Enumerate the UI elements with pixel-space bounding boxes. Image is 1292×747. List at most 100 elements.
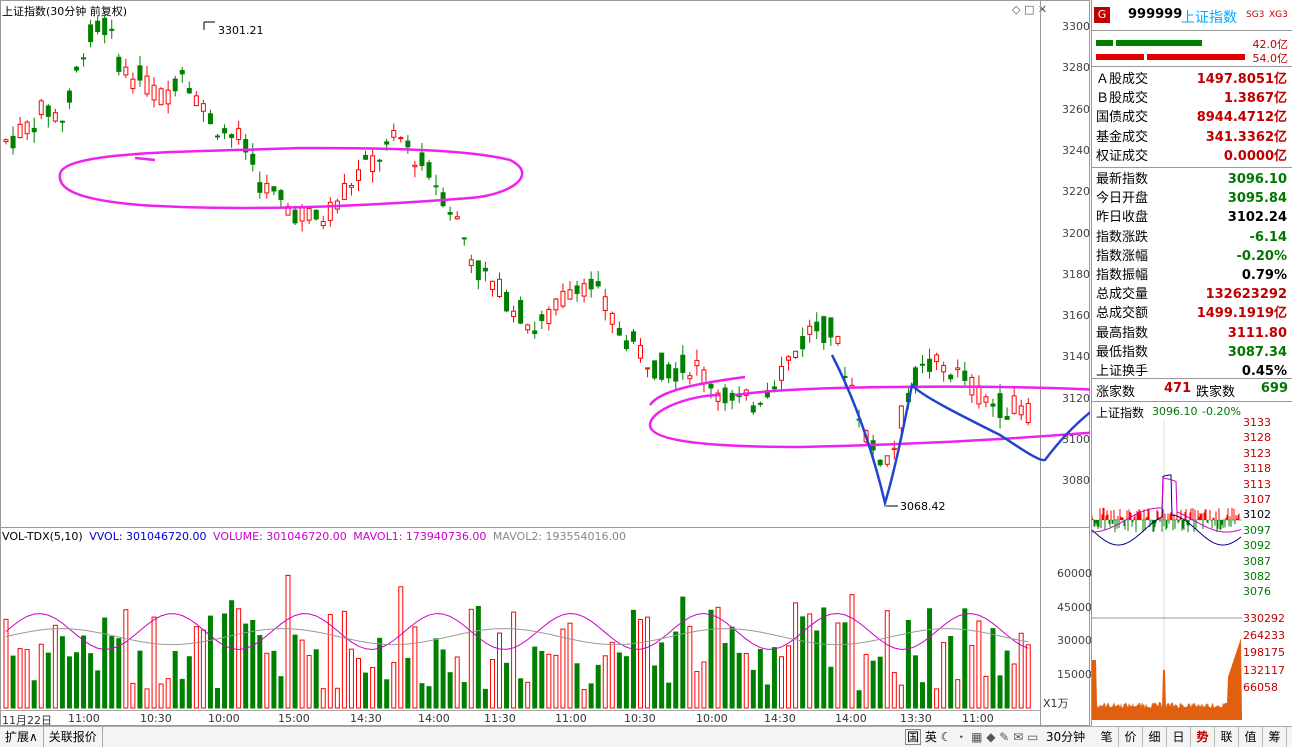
period-button[interactable]: 30分钟: [1040, 726, 1091, 747]
price-tick: 3200: [1062, 226, 1090, 240]
candle: [257, 182, 263, 193]
candle: [623, 340, 629, 350]
high-marker-label: 3301.21: [218, 24, 264, 37]
volume-bar: [102, 617, 108, 709]
sg3-label: SG3: [1246, 10, 1265, 20]
candle: [934, 354, 940, 363]
price-tick: 3180: [1062, 267, 1090, 281]
candle: [539, 314, 545, 322]
volume-bar: [532, 646, 538, 709]
candle: [941, 365, 947, 373]
time-tick: 11:00: [555, 712, 587, 725]
right-tab[interactable]: 势: [1191, 727, 1215, 747]
volume-bar: [504, 662, 510, 709]
volume-bar: [652, 665, 658, 709]
volume-bar: [348, 648, 354, 709]
quote-row-label: 昨日收盘: [1096, 210, 1149, 226]
tray-icons[interactable]: ・ ▦ ◆ ✎ ✉ ▭: [955, 730, 1039, 744]
volume-bar: [81, 635, 87, 709]
candle: [123, 66, 129, 76]
volume-value: VOLUME: 301046720.00: [213, 530, 347, 543]
candle: [567, 289, 573, 300]
right-tab[interactable]: 联: [1215, 727, 1239, 747]
candle: [179, 70, 185, 75]
mini-price-tick: 3123: [1243, 446, 1271, 460]
mini-price-tick: 3107: [1243, 493, 1271, 506]
related-quote-tab[interactable]: 关联报价: [44, 727, 103, 747]
volume-bar: [969, 644, 975, 709]
right-tab[interactable]: 日: [1167, 727, 1191, 747]
right-tab[interactable]: 筹: [1263, 727, 1287, 747]
ime-icon[interactable]: 国: [905, 729, 922, 745]
candle: [630, 331, 636, 342]
candle: [757, 402, 763, 405]
quote-row-label: 最高指数: [1096, 325, 1149, 341]
volume-bar: [680, 596, 686, 709]
candle: [750, 405, 756, 413]
volume-bar: [116, 638, 122, 709]
candle: [722, 387, 728, 404]
candle: [229, 134, 235, 138]
volume-bar: [137, 650, 143, 709]
lang-icon[interactable]: 英: [924, 730, 937, 744]
right-tab[interactable]: 细: [1143, 727, 1167, 747]
volume-bar: [74, 652, 79, 709]
candle: [652, 360, 658, 379]
volume-bar: [356, 658, 361, 709]
candlestick-chart[interactable]: [0, 0, 1090, 747]
volume-bar: [489, 658, 495, 709]
intraday-mini-chart[interactable]: [1092, 420, 1242, 720]
price-tick: 3220: [1062, 185, 1090, 199]
volume-bar: [616, 652, 622, 709]
quote-row: 指数振幅 0.79%: [1094, 266, 1291, 285]
candle: [891, 447, 897, 451]
candle: [271, 186, 277, 192]
price-tick: 3240: [1062, 143, 1090, 157]
expand-button[interactable]: 扩展∧: [0, 727, 44, 747]
candle: [186, 88, 192, 94]
volume-bar: [962, 608, 968, 709]
quote-row-value: 0.0000亿: [1223, 148, 1287, 164]
status-icons[interactable]: 国 英 ☾ ・ ▦ ◆ ✎ ✉ ▭: [905, 727, 1038, 747]
sell-bar: [1096, 54, 1144, 60]
volume-bar: [271, 650, 277, 709]
volume-bar: [849, 594, 855, 709]
volume-bar: [66, 656, 72, 709]
volume-bar: [440, 649, 446, 709]
candle: [102, 17, 108, 36]
volume-bar: [595, 664, 601, 709]
right-tab[interactable]: 笔: [1095, 727, 1119, 747]
candle: [222, 128, 228, 134]
candle: [504, 291, 510, 312]
volume-bar: [905, 619, 911, 709]
mini-volume-tick: 330292: [1243, 612, 1285, 625]
window-controls[interactable]: ◇ □ ✕: [1012, 3, 1048, 16]
volume-bar: [3, 618, 9, 709]
time-tick: 10:00: [208, 712, 240, 725]
candle: [976, 385, 982, 405]
quote-row: 总成交额 1499.1919亿: [1094, 304, 1291, 323]
up-count: 471: [1164, 381, 1192, 396]
candle: [95, 20, 101, 33]
quote-panel: G 999999 上证指数 SG3 XG3 42.0亿 54.0亿 Ａ股成交 14…: [1091, 0, 1292, 747]
volume-bar: [207, 615, 213, 709]
volume-bar: [828, 666, 834, 709]
volume-bar: [941, 642, 947, 709]
candle: [45, 105, 51, 117]
candle: [588, 278, 594, 290]
time-tick: 10:30: [624, 712, 656, 725]
volume-bar: [630, 609, 636, 709]
volume-bar: [59, 636, 65, 709]
right-tab[interactable]: 值: [1239, 727, 1263, 747]
quote-row-label: 权证成交: [1096, 148, 1149, 164]
sell-bar-value: 54.0亿: [1252, 52, 1289, 65]
volume-bar: [334, 687, 340, 709]
time-tick: 14:30: [764, 712, 796, 725]
moon-icon[interactable]: ☾: [940, 730, 952, 744]
volume-bar: [88, 653, 94, 709]
right-tab[interactable]: 价: [1119, 727, 1143, 747]
quote-row-value: 132623292: [1205, 287, 1287, 303]
volume-bar: [172, 651, 178, 709]
candle: [898, 405, 904, 429]
